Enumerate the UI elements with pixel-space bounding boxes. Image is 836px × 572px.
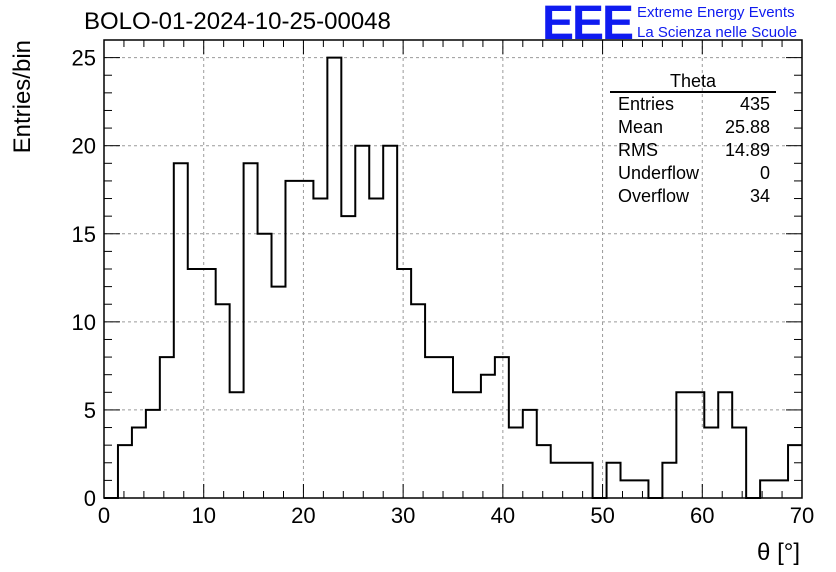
stats-value: 14.89 <box>724 140 770 160</box>
histogram-bin <box>216 304 230 498</box>
stats-row-underflow: Underflow 0 <box>610 162 776 185</box>
histogram-bin <box>788 445 802 498</box>
logo-caption-line1: Extreme Energy Events <box>637 4 795 21</box>
histogram-bin <box>299 181 313 498</box>
histogram-bin <box>118 445 132 498</box>
histogram-bin <box>285 181 299 498</box>
y-tick-label: 25 <box>72 46 96 71</box>
stats-label: Mean <box>618 117 664 137</box>
x-tick-label: 40 <box>491 503 515 528</box>
histogram-bin <box>718 392 732 498</box>
logo-caption-line2: La Scienza nelle Scuole <box>637 24 798 41</box>
histogram-bin <box>383 146 397 498</box>
stats-row-mean: Mean 25.88 <box>610 116 776 139</box>
y-tick-label: 5 <box>84 398 96 423</box>
chart-title: BOLO-01-2024-10-25-00048 <box>84 8 391 35</box>
histogram-bin <box>495 357 509 498</box>
histogram-bin <box>202 269 216 498</box>
histogram-bin <box>188 269 202 498</box>
x-tick-label: 50 <box>590 503 614 528</box>
stats-label: Entries <box>618 94 675 114</box>
histogram-bin <box>467 392 481 498</box>
histogram-bin <box>481 375 495 498</box>
x-tick-label: 10 <box>191 503 215 528</box>
histogram-bin <box>662 463 676 498</box>
histogram-bin <box>369 199 383 498</box>
stats-value: 34 <box>749 186 770 206</box>
eee-logo: EEE <box>542 0 634 50</box>
stats-label: RMS <box>618 140 658 160</box>
stats-box-title: Theta <box>610 72 776 93</box>
histogram-bin <box>523 410 537 498</box>
histogram-bin <box>327 58 341 498</box>
stats-label: Underflow <box>618 163 700 183</box>
histogram-bin <box>258 234 272 498</box>
histogram-bin <box>774 480 788 498</box>
histogram-bin <box>160 357 174 498</box>
histogram-bin <box>341 216 355 498</box>
histogram-bin <box>565 463 579 498</box>
histogram-bin <box>230 392 244 498</box>
y-tick-label: 20 <box>72 134 96 159</box>
x-tick-label: 60 <box>690 503 714 528</box>
histogram-bin <box>579 463 593 498</box>
histogram-bin <box>313 199 327 498</box>
histogram-bin <box>146 410 160 498</box>
stats-row-rms: RMS 14.89 <box>610 139 776 162</box>
logo-caption: Extreme Energy Events La Scienza nelle S… <box>637 3 797 43</box>
histogram-bin <box>607 463 621 498</box>
histogram-bin <box>537 445 551 498</box>
x-tick-label: 30 <box>391 503 415 528</box>
histogram-bin <box>174 163 188 498</box>
histogram-bin <box>676 392 690 498</box>
stats-row-overflow: Overflow 34 <box>610 185 776 208</box>
y-tick-label: 0 <box>84 486 96 511</box>
stats-value: 0 <box>759 163 770 183</box>
histogram-bin <box>132 428 146 498</box>
histogram-bin <box>425 357 439 498</box>
x-tick-label: 70 <box>790 503 814 528</box>
histogram-bin <box>509 428 523 498</box>
histogram-bin <box>732 428 746 498</box>
histogram-bin <box>704 428 718 498</box>
stats-value: 25.88 <box>724 117 770 137</box>
histogram-bin <box>453 392 467 498</box>
stats-row-entries: Entries 435 <box>610 93 776 116</box>
x-tick-label: 20 <box>291 503 315 528</box>
x-tick-label: 0 <box>98 503 110 528</box>
histogram-bin <box>244 163 258 498</box>
histogram-bin <box>272 287 286 498</box>
histogram-bin <box>690 392 704 498</box>
histogram-outline <box>104 56 802 499</box>
y-axis-label: Entries/bin <box>9 40 36 153</box>
x-axis-label: θ [°] <box>757 539 800 566</box>
histogram-bin <box>439 357 453 498</box>
stats-box: Theta Entries 435 Mean 25.88 RMS 14.89 U… <box>610 72 776 208</box>
histogram-bin <box>397 269 411 498</box>
stats-value: 435 <box>739 94 770 114</box>
histogram-bin <box>411 304 425 498</box>
stats-label: Overflow <box>618 186 690 206</box>
y-tick-label: 15 <box>72 222 96 247</box>
histogram-bin <box>355 146 369 498</box>
histogram-bin <box>634 480 648 498</box>
y-tick-label: 10 <box>72 310 96 335</box>
